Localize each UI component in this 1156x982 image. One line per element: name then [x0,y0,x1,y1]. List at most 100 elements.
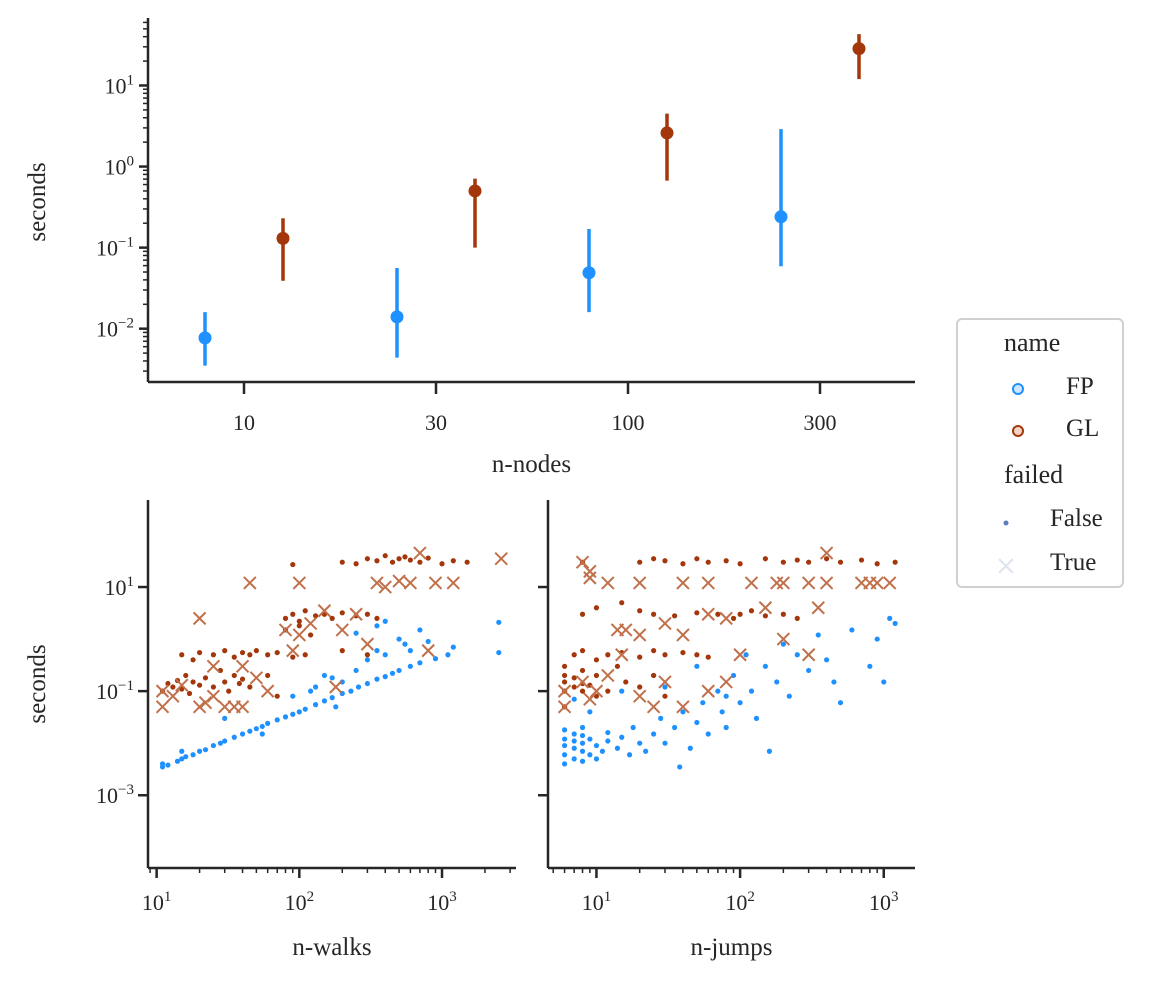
dot-gl [662,693,668,699]
cross-gl-failed [378,580,392,594]
dot-fp [662,740,668,746]
dot-gl [651,672,657,679]
dot-gl [651,611,657,617]
dot-gl [593,605,600,611]
cross-gl-failed [632,689,647,703]
dot-gl [396,556,402,562]
cross-gl-failed [329,680,343,694]
dot-gl [705,559,711,565]
dot-gl [571,652,577,658]
walks-y-tick-label: 10−3 [96,782,134,808]
dot-gl [290,654,296,660]
cross-gl-failed [601,668,615,683]
dot-fp [312,684,319,690]
cross-gl-failed [392,574,406,588]
cross-gl-failed [243,576,257,590]
dot-gl [210,684,217,690]
dot-fp [196,748,203,754]
cross-gl-failed [701,607,715,621]
cross-gl-failed [428,576,443,590]
dot-fp [355,684,362,690]
top-y-axis-label: seconds [24,162,51,241]
dot-gl [407,557,413,563]
dot-fp [222,738,228,744]
dot-fp [630,724,636,731]
dot-gl [374,558,380,564]
dot-gl [170,684,176,690]
dot-fp [579,724,586,731]
dot-fp [396,667,402,674]
dot-fp [881,679,887,685]
point-gl [276,231,290,245]
dot-gl [605,688,611,694]
dot-fp [599,748,605,754]
dot-fp [587,752,593,758]
jumps-x-axis-label: n-jumps [691,934,773,961]
dot-fp [333,704,339,710]
cross-gl-failed [360,637,375,651]
dot-fp [849,627,855,633]
walks-x-axis-label: n-walks [292,934,371,961]
cross-gl-failed [249,671,264,685]
point-gl [852,42,866,56]
dot-fp [579,758,586,764]
dot-fp [407,648,413,654]
dot-fp [183,754,189,760]
legend-gl-label: GL [1066,415,1100,442]
cross-gl-failed [335,623,349,637]
dot-gl [780,611,786,617]
dot-fp [259,723,265,730]
dot-fp [296,709,302,715]
dot-gl [561,663,568,669]
dot-fp [364,657,371,663]
cross-gl-failed [198,695,213,710]
dot-gl [439,561,445,567]
dot-fp [496,619,502,625]
dot-gl [382,553,388,559]
cross-gl-failed [758,601,773,615]
dot-fp [887,615,893,621]
dot-gl [296,618,302,624]
top-x-axis-label: n-nodes [492,451,571,478]
dot-fp [571,745,577,751]
top-y-tick-label: 10−2 [96,316,134,342]
dot-fp [364,680,371,687]
cross-gl-failed [403,576,418,590]
dot-fp [179,748,185,754]
cross-gl-failed [589,684,604,698]
legend-title-name: name [1004,328,1061,357]
dot-gl [651,556,657,562]
dot-gl [593,657,600,663]
dot-fp [222,715,228,721]
dot-gl [619,600,625,606]
dot-gl [247,652,253,658]
cross-gl-failed [575,555,590,569]
cross-gl-failed [557,700,572,714]
dot-gl [226,688,232,694]
dot-gl [715,611,721,617]
point-gl [468,184,482,198]
dot-fp [694,719,700,726]
dot-gl [353,561,359,567]
dot-gl [637,684,643,690]
dot-fp [353,630,359,636]
point-fp [390,310,404,324]
dot-fp [605,729,611,736]
walks-y-axis-label: seconds [24,644,51,723]
dot-fp [831,679,837,685]
jumps-x-tick-label: 101 [582,889,612,915]
legend-true-label: True [1050,549,1097,576]
dot-fp [425,638,431,645]
dot-gl [196,682,203,688]
dot-gl [364,556,371,562]
dot-gl [450,558,456,564]
dot-gl [210,652,217,658]
jumps-x-tick-label: 103 [869,889,899,915]
cross-gl-failed [811,601,825,615]
dot-fp [780,641,786,647]
cross-gl-failed [646,700,661,714]
dot-fp [571,731,577,737]
dot-fp [753,715,760,721]
dot-fp [396,636,402,642]
dot-fp [662,684,668,690]
